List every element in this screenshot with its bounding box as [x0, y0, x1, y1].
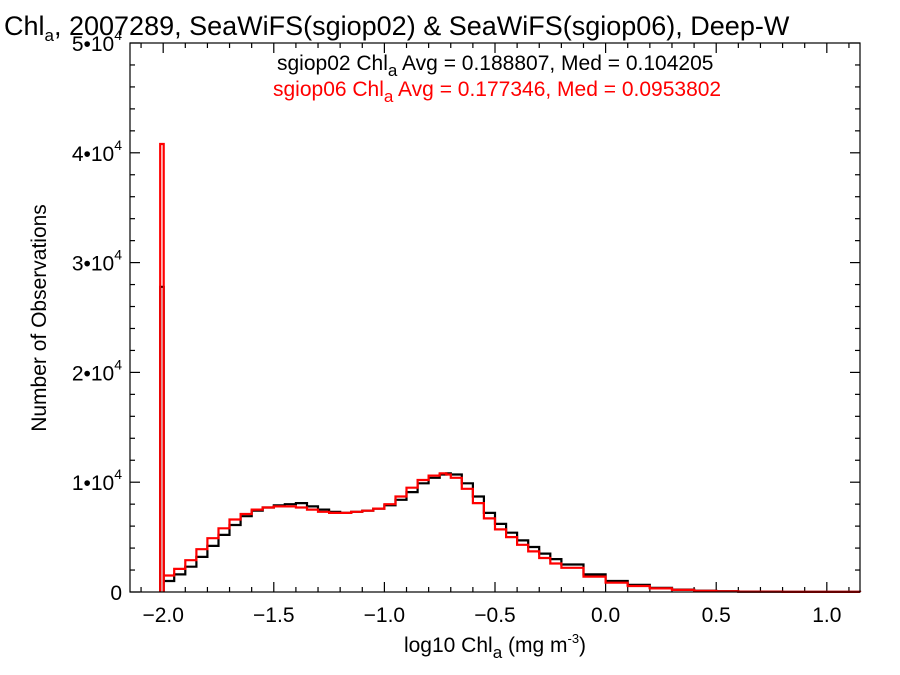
x-tick-labels: −2.0 −1.5 −1.0 −0.5 0.0 0.5 1.0: [142, 604, 841, 627]
y-axis-title: Number of Observations: [28, 204, 51, 432]
y-tick-label: 3•104: [72, 247, 122, 276]
y-tick-label: 1•104: [72, 466, 122, 495]
x-tick-label: −1.0: [364, 604, 405, 627]
x-tick-label: 1.0: [812, 604, 841, 627]
series-line-1: [163, 472, 862, 593]
x-tick-label: −2.0: [142, 604, 183, 627]
y-tick-label: 5•104: [72, 27, 122, 56]
y-tick-label: 2•104: [72, 356, 122, 385]
x-tick-label: 0.0: [591, 604, 620, 627]
chart-title: Chla, 2007289, SeaWiFS(sgiop02) & SeaWiF…: [4, 11, 790, 45]
y-tick-label: 0: [110, 582, 122, 605]
axis-ticks: [130, 42, 860, 593]
legend: sgiop02 Chla Avg = 0.188807, Med = 0.104…: [273, 52, 721, 106]
series-layer: [159, 142, 862, 593]
x-tick-label: 0.5: [702, 604, 731, 627]
x-tick-label: −1.5: [253, 604, 294, 627]
plot-frame: [129, 42, 861, 593]
y-tick-labels: 0 1•104 2•104 3•104 4•104 5•104: [72, 27, 122, 605]
y-tick-label: 4•104: [72, 137, 122, 166]
series-spike-1: [159, 142, 165, 592]
series-line-0: [163, 472, 862, 593]
x-axis-title: log10 Chla (mg m-3): [404, 631, 586, 662]
legend-entry-sgiop02: sgiop02 Chla Avg = 0.188807, Med = 0.104…: [277, 52, 713, 80]
x-tick-label: −0.5: [474, 604, 515, 627]
legend-entry-sgiop06: sgiop06 Chla Avg = 0.177346, Med = 0.095…: [273, 78, 721, 106]
